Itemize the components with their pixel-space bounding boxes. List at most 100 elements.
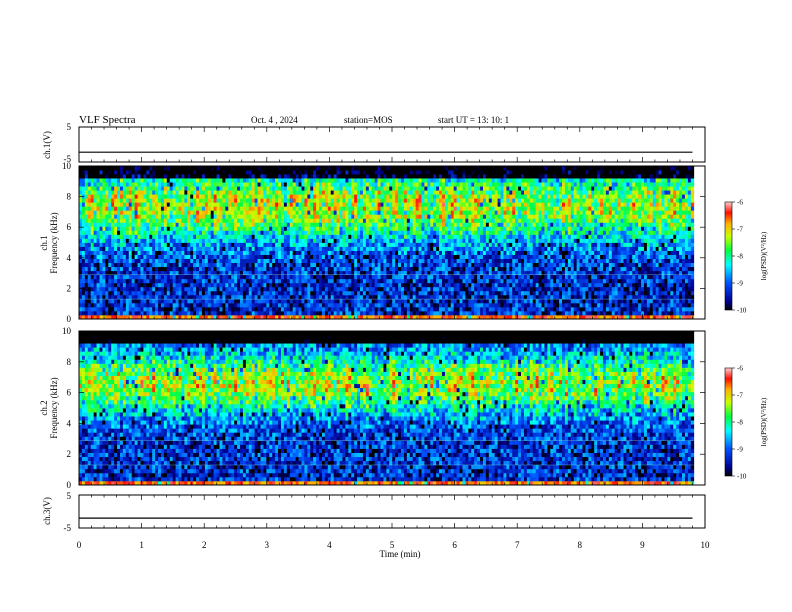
spectrogram-cell <box>217 210 220 214</box>
spectrogram-cell <box>325 218 328 222</box>
spectrogram-cell <box>378 170 381 174</box>
spectrogram-cell <box>301 263 304 267</box>
spectrogram-cell <box>211 295 214 299</box>
spectrogram-cell <box>319 275 322 279</box>
spectrogram-cell <box>132 299 135 303</box>
spectrogram-cell <box>424 202 427 206</box>
spectrogram-cell <box>454 303 457 307</box>
spectrogram-cell <box>410 222 413 226</box>
spectrogram-cell <box>266 226 269 230</box>
spectrogram-cell <box>278 206 281 210</box>
spectrogram-cell <box>407 210 410 214</box>
spectrogram-cell <box>296 291 299 295</box>
spectrogram-cell <box>105 174 108 178</box>
figure-title: VLF Spectra <box>79 114 136 126</box>
spectrogram-cell <box>164 267 167 271</box>
spectrogram-cell <box>240 247 243 251</box>
spectrogram-cell <box>401 166 404 170</box>
spectrogram-cell <box>337 166 340 170</box>
spectrogram-cell <box>135 283 138 287</box>
spectrogram-cell <box>357 255 360 259</box>
spectrogram-cell <box>348 299 351 303</box>
spectrogram-cell <box>105 263 108 267</box>
spectrogram-cell <box>135 174 138 178</box>
spectrogram-cell <box>164 178 167 182</box>
spectrogram-cell <box>255 299 258 303</box>
spectrogram-cell <box>281 263 284 267</box>
spectrogram-cell <box>337 206 340 210</box>
spectrogram-cell <box>167 275 170 279</box>
spectrogram-cell <box>351 214 354 218</box>
spectrogram-cell <box>263 267 266 271</box>
spectrogram-cell <box>97 234 100 238</box>
spectrogram-cell <box>398 230 401 234</box>
spectrogram-cell <box>272 202 275 206</box>
spectrogram-cell <box>126 247 129 251</box>
spectrogram-cell <box>395 194 398 198</box>
spectrogram-cell <box>395 190 398 194</box>
spectrogram-cell <box>193 251 196 255</box>
spectrogram-cell <box>421 178 424 182</box>
spectrogram-cell <box>351 259 354 263</box>
spectrogram-cell <box>407 247 410 251</box>
spectrogram-cell <box>439 267 442 271</box>
spectrogram-cell <box>363 243 366 247</box>
spectrogram-cell <box>234 287 237 291</box>
spectrogram-cell <box>375 198 378 202</box>
spectrogram-cell <box>322 222 325 226</box>
spectrogram-cell <box>205 234 208 238</box>
spectrogram-cell <box>278 182 281 186</box>
spectrogram-cell <box>325 166 328 170</box>
spectrogram-cell <box>196 283 199 287</box>
spectrogram-cell <box>299 218 302 222</box>
spectrogram-cell <box>199 218 202 222</box>
spectrogram-cell <box>220 186 223 190</box>
spectrogram-cell <box>269 178 272 182</box>
spectrogram-cell <box>337 287 340 291</box>
spectrogram-cell <box>310 303 313 307</box>
spectrogram-cell <box>222 251 225 255</box>
spectrogram-cell <box>108 243 111 247</box>
spectrogram-cell <box>392 230 395 234</box>
spectrogram-cell <box>249 218 252 222</box>
spectrogram-cell <box>252 259 255 263</box>
spectrogram-cell <box>249 234 252 238</box>
spectrogram-cell <box>85 166 88 170</box>
spectrogram-cell <box>202 287 205 291</box>
spectrogram-cell <box>357 307 360 311</box>
spectrogram-cell <box>179 251 182 255</box>
spectrogram-cell <box>255 307 258 311</box>
spectrogram-cell <box>161 287 164 291</box>
spectrogram-cell <box>170 186 173 190</box>
spectrogram-cell <box>304 267 307 271</box>
spectrogram-cell <box>389 279 392 283</box>
spectrogram-cell <box>454 243 457 247</box>
spectrogram-cell <box>129 202 132 206</box>
spectrogram-cell <box>211 202 214 206</box>
spectrogram-cell <box>334 259 337 263</box>
spectrogram-cell <box>263 182 266 186</box>
spectrogram-cell <box>381 210 384 214</box>
spectrogram-cell <box>184 210 187 214</box>
spectrogram-cell <box>155 251 158 255</box>
spectrogram-cell <box>454 267 457 271</box>
vlf-spectra-figure: VLF Spectra Oct. 4 , 2024 station=MOS st… <box>0 0 792 612</box>
spectrogram-cell <box>421 186 424 190</box>
spectrogram-cell <box>439 222 442 226</box>
spectrogram-cell <box>222 234 225 238</box>
spectrogram-cell <box>234 194 237 198</box>
spectrogram-cell <box>445 166 448 170</box>
spectrogram-cell <box>99 230 102 234</box>
spectrogram-cell <box>173 222 176 226</box>
spectrogram-cell <box>313 234 316 238</box>
spectrogram-cell <box>196 194 199 198</box>
spectrogram-cell <box>401 299 404 303</box>
spectrogram-cell <box>255 174 258 178</box>
spectrogram-cell <box>369 247 372 251</box>
spectrogram-cell <box>342 279 345 283</box>
spectrogram-cell <box>102 243 105 247</box>
spectrogram-cell <box>310 222 313 226</box>
spectrogram-cell <box>243 275 246 279</box>
spectrogram-cell <box>173 202 176 206</box>
spectrogram-cell <box>398 170 401 174</box>
